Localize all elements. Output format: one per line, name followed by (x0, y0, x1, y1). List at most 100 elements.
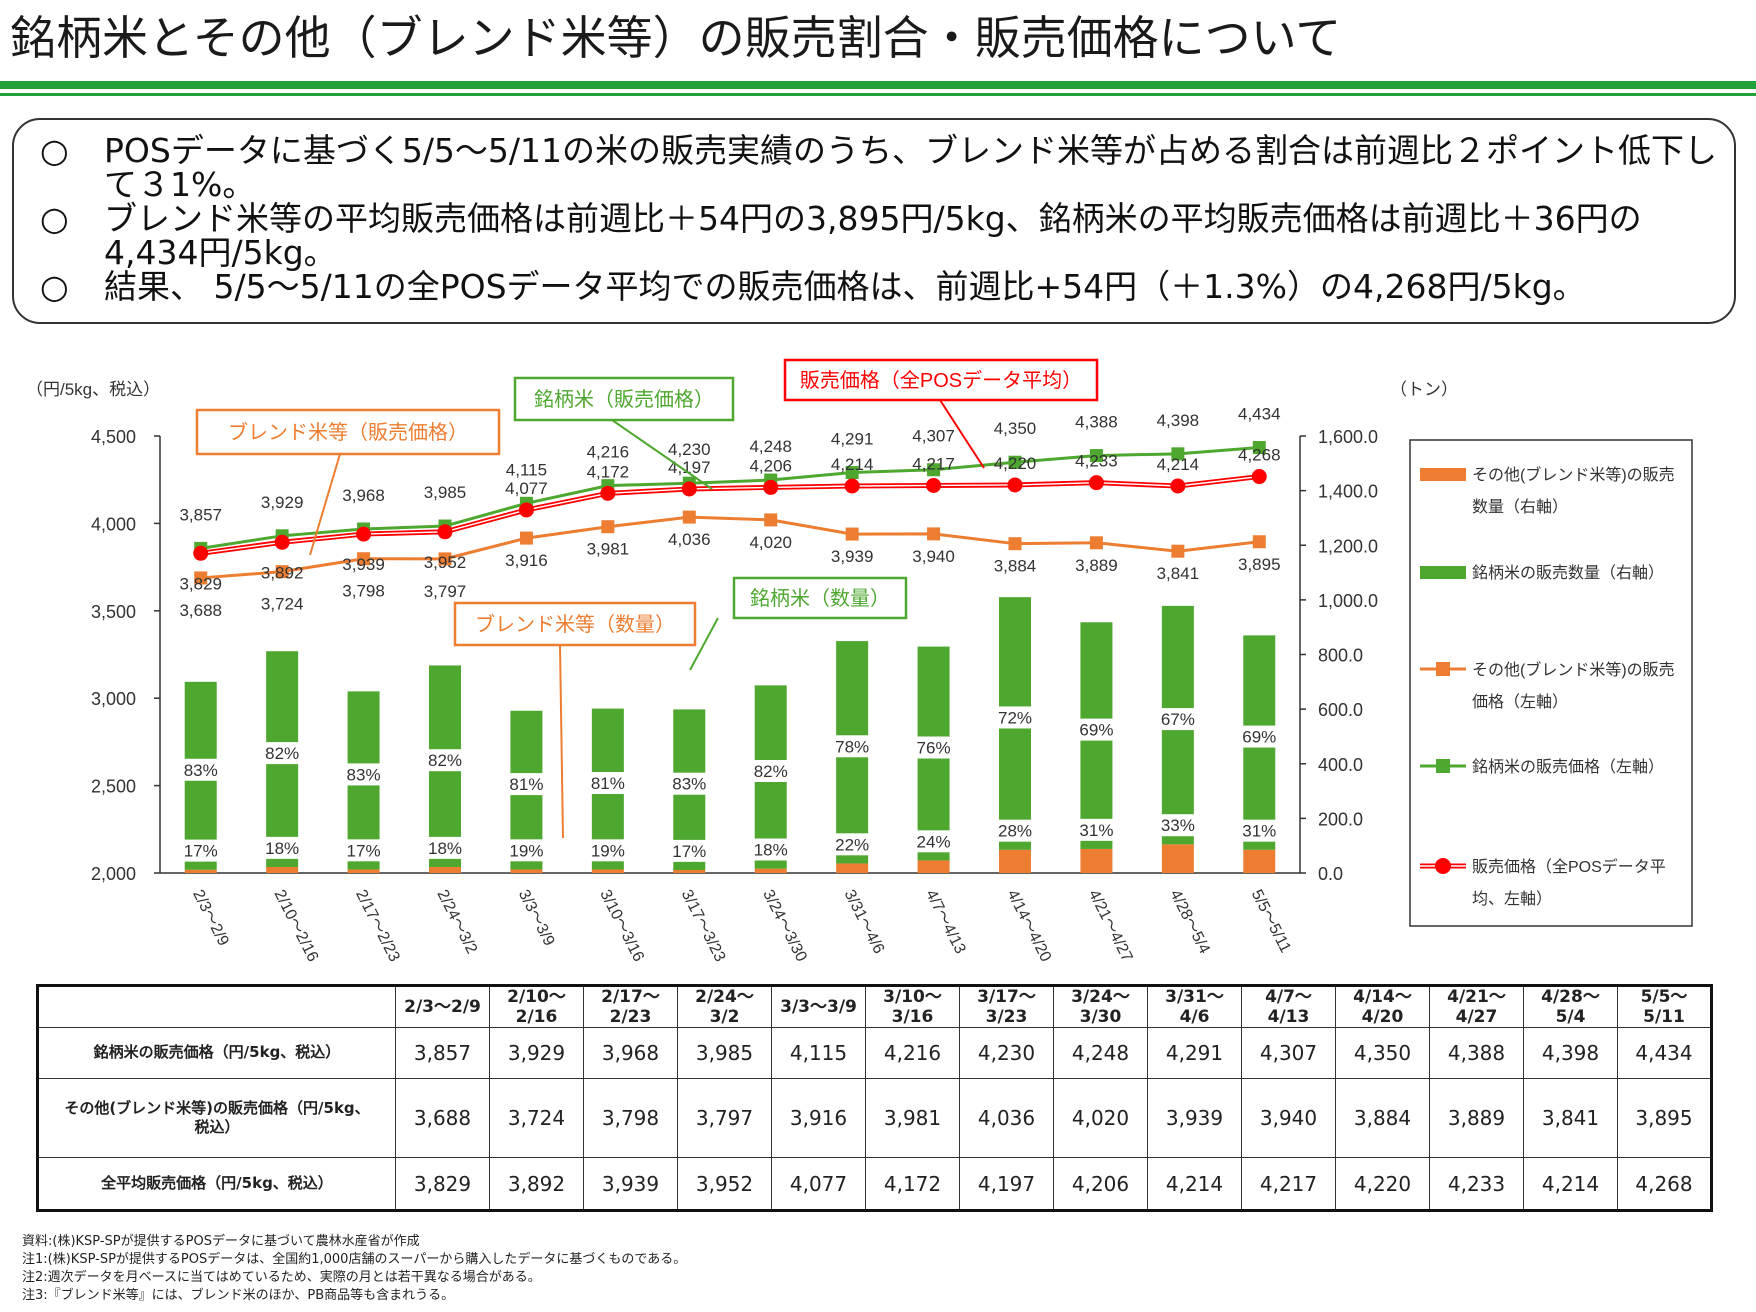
avg-price-callout: 販売価格（全POSデータ平均） (800, 369, 1082, 392)
blend-price-label: 3,724 (261, 595, 304, 614)
table-header-text: 3/16 (891, 1007, 934, 1027)
table-header-text: 4/20 (1361, 1007, 1404, 1027)
brand-share-label: 82% (754, 762, 788, 781)
avg-price-label: 3,892 (261, 563, 304, 582)
brand-share-label-bg (504, 773, 549, 796)
table-header-text: 2/3～2/9 (404, 997, 481, 1017)
left-tick-label: 2,500 (91, 777, 136, 797)
blend-share-label-bg (748, 838, 793, 861)
brand-share-label: 81% (591, 774, 625, 793)
blend-price-callout-leader (309, 453, 341, 556)
table-cell: 3,952 (677, 1157, 772, 1211)
table-header-text: 3/24～ (1071, 987, 1130, 1007)
blend-share-label-bg (911, 830, 956, 853)
brand-share-label: 67% (1161, 710, 1195, 729)
table-header-cell: 2/17～ 2/23 (583, 985, 678, 1028)
blend-price-label: 3,981 (587, 540, 630, 559)
blend-volume-bar (184, 869, 217, 873)
x-category-label: 2/10～2/16 (271, 887, 322, 965)
table-cell: 4,216 (865, 1027, 960, 1079)
blend-price-label: 3,841 (1157, 564, 1200, 583)
blend-volume-bar (591, 869, 624, 873)
avg-price-marker (681, 481, 697, 497)
blend-price-label: 3,939 (831, 547, 874, 566)
table-cell: 4,307 (1241, 1027, 1336, 1079)
right-tick-label: 1,600.0 (1318, 427, 1378, 447)
table-cell: 4,214 (1523, 1157, 1618, 1211)
brand-price-marker (1008, 455, 1022, 469)
brand-price-label: 4,115 (506, 460, 547, 479)
legend-label: 販売価格（全POSデータ平 (1472, 857, 1666, 876)
table-cell: 4,350 (1335, 1027, 1430, 1079)
avg-price-marker (1251, 469, 1267, 485)
table-header-text: 2/16 (515, 1007, 558, 1027)
blend-volume-bar (1243, 849, 1276, 873)
table-header-text: 2/10～ (507, 987, 566, 1007)
blend-price-marker (438, 552, 452, 566)
blend-price-label: 3,884 (994, 557, 1037, 576)
brand-price-marker (845, 466, 859, 480)
brand-price-callout: 銘柄米（販売価格） (534, 388, 714, 411)
table-row-label-text: 全平均販売価格（円/5kg、税込） (101, 1174, 333, 1193)
table-cell: 4,230 (959, 1027, 1054, 1079)
brand-share-label: 72% (998, 708, 1032, 727)
table-header-cell: 4/7～ 4/13 (1241, 985, 1336, 1028)
brand-price-label: 4,291 (831, 430, 874, 449)
blend-share-label-bg (1074, 818, 1119, 841)
brand-price-marker (1252, 441, 1266, 455)
blend-price-marker (601, 520, 615, 534)
brand-share-label: 83% (347, 765, 381, 784)
table-row-label: その他(ブレンド米等)の販売価格（円/5kg、 税込） (37, 1077, 396, 1159)
left-tick-label: 3,000 (91, 689, 136, 709)
table-cell: 3,889 (1429, 1077, 1524, 1159)
table-header-text: 2/24～ (695, 987, 754, 1007)
title-divider-thin (0, 93, 1756, 96)
table-cell: 3,892 (489, 1157, 584, 1211)
avg-price-line-inner (200, 475, 1260, 554)
avg-price-label: 4,214 (831, 455, 874, 474)
blend-share-label-bg (504, 839, 549, 862)
brand-price-label: 4,350 (994, 419, 1037, 438)
blend-volume-bar (999, 849, 1031, 873)
table-header-cell: 3/31～ 4/6 (1147, 985, 1242, 1028)
table-cell: 3,829 (395, 1157, 490, 1211)
title-divider (0, 81, 1756, 89)
x-category-label: 4/28～5/4 (1166, 887, 1213, 957)
brand-price-label: 4,230 (668, 440, 711, 459)
avg-price-label: 4,197 (668, 458, 711, 477)
legend-label: 銘柄米の販売価格（左軸） (1472, 758, 1664, 776)
avg-price-callout-leader (939, 399, 985, 469)
table-header-cell: 3/10～ 3/16 (865, 985, 960, 1028)
brand-price-label: 3,985 (424, 483, 467, 502)
brand-share-label: 81% (509, 775, 543, 794)
blend-volume-bar (917, 860, 950, 873)
x-category-label: 2/3～2/9 (189, 887, 232, 949)
avg-price-marker (1170, 478, 1186, 494)
table-header-text: 3/10～ (883, 987, 942, 1007)
blend-volume-bar (429, 866, 461, 873)
blend-price-callout: ブレンド米等（販売価格） (228, 420, 468, 444)
blend-volume-bar (673, 869, 706, 873)
blend-price-label: 3,798 (342, 582, 385, 601)
avg-price-label: 4,077 (505, 479, 548, 498)
summary-bullet: ○ (40, 131, 69, 170)
left-tick-label: 2,000 (91, 864, 136, 884)
left-tick-label: 4,500 (91, 427, 136, 447)
avg-price-label: 4,172 (587, 462, 630, 481)
blend-share-label: 31% (1242, 822, 1276, 841)
blend-price-marker (194, 571, 208, 585)
blend-share-label: 19% (591, 841, 625, 860)
table-header-text: 3/30 (1079, 1007, 1122, 1027)
page-title: 銘柄米とその他（ブレンド米等）の販売割合・販売価格について (10, 11, 1342, 65)
avg-price-callout-box (783, 358, 1099, 402)
table-cell: 3,798 (583, 1077, 678, 1159)
table-header-text: 3/3～3/9 (780, 997, 857, 1017)
table-cell: 3,724 (489, 1077, 584, 1159)
blend-volume-callout-leader (559, 644, 564, 839)
table-header-text: 3/31～ (1165, 987, 1224, 1007)
table-row: 銘柄米の販売価格（円/5kg、税込） 3,857 3,929 3,968 3,985 4,… (37, 1027, 1712, 1079)
brand-share-label: 76% (917, 739, 951, 758)
blend-price-marker (682, 510, 696, 524)
blend-share-label-bg (830, 833, 875, 856)
left-tick-label: 4,000 (91, 514, 136, 534)
